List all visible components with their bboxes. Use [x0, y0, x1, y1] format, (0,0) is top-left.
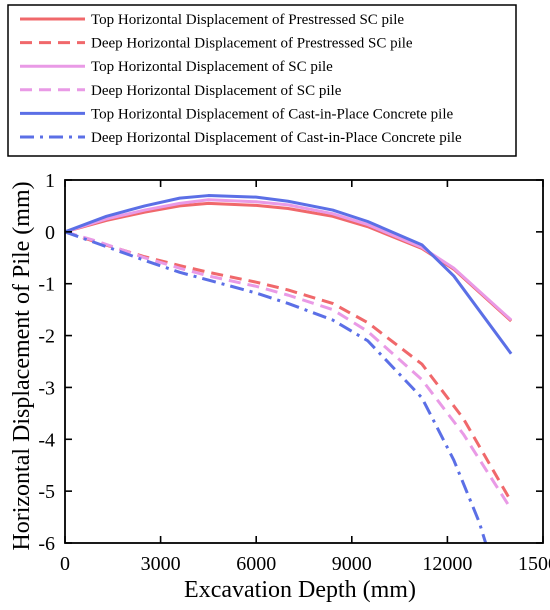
legend-label-5: Top Horizontal Displacement of Cast-in-P… — [91, 106, 454, 122]
legend-label-6: Deep Horizontal Displacement of Cast-in-… — [91, 130, 462, 146]
x-tick-label: 15000 — [518, 553, 550, 575]
x-tick-label: 6000 — [236, 553, 276, 575]
y-tick-label: 0 — [45, 222, 55, 244]
series-line-4 — [65, 230, 513, 511]
x-axis-label: Excavation Depth (mm) — [184, 577, 416, 603]
y-tick-label: -5 — [38, 481, 55, 503]
legend: Top Horizontal Displacement of Prestress… — [7, 4, 517, 157]
legend-label-1: Top Horizontal Displacement of Prestress… — [91, 12, 404, 28]
y-tick-label: -6 — [38, 533, 55, 555]
legend-label-3: Top Horizontal Displacement of SC pile — [91, 59, 333, 75]
axes: 0 3000 6000 9000 12000 15000 1 0 -1 -2 -3 -4 -5 -6 — [38, 170, 550, 575]
plot-frame — [64, 179, 544, 544]
y-tick-label: -3 — [38, 377, 55, 399]
series-line-6 — [65, 230, 488, 543]
y-tick-label: -4 — [38, 429, 55, 451]
y-tick-label: -2 — [38, 326, 55, 348]
legend-box — [7, 4, 517, 157]
legend-label-2: Deep Horizontal Displacement of Prestres… — [91, 36, 413, 52]
legend-label-4: Deep Horizontal Displacement of SC pile — [91, 83, 342, 99]
x-tick-label: 9000 — [332, 553, 372, 575]
series-line-5 — [65, 194, 513, 355]
y-axis-label: Horizontal Displacement of Pile (mm) — [9, 181, 35, 550]
x-tick-label: 0 — [60, 553, 70, 575]
x-tick-label: 12000 — [422, 553, 472, 575]
y-tick-label: 1 — [45, 170, 55, 192]
plot-area — [65, 194, 513, 543]
series-line-2 — [65, 230, 513, 503]
y-tick-label: -1 — [38, 274, 55, 296]
x-tick-label: 3000 — [141, 553, 181, 575]
